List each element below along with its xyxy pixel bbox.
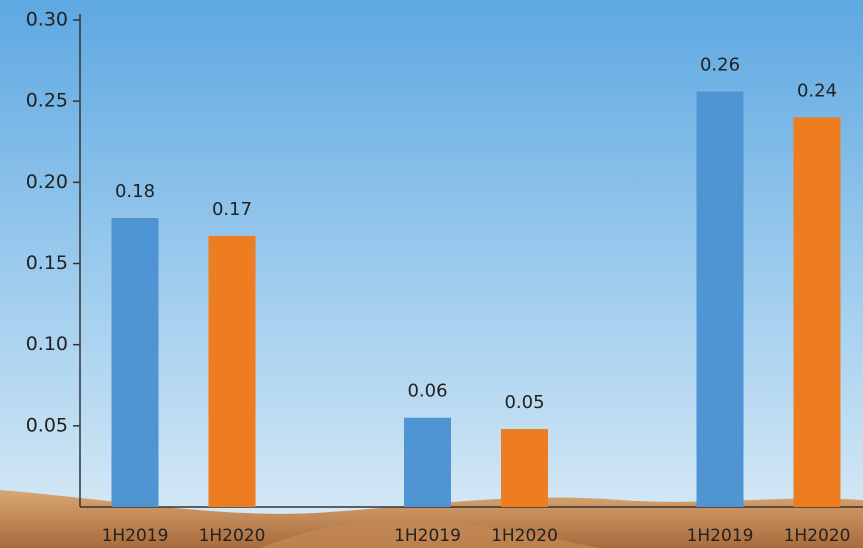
y-tick-label: 0.15 (26, 252, 68, 274)
bar (501, 429, 548, 507)
x-tick-label: 1H2019 (687, 526, 754, 546)
value-label: 0.24 (797, 80, 837, 101)
bar (208, 235, 256, 508)
bar (793, 117, 841, 508)
value-label: 0.17 (212, 199, 252, 220)
value-label: 0.05 (504, 392, 544, 413)
y-tick-label: 0.25 (26, 90, 68, 112)
y-tick-label: 0.20 (26, 171, 68, 193)
x-tick-label: 1H2019 (394, 526, 461, 546)
y-tick-label: 0.30 (26, 9, 68, 31)
bar (404, 417, 451, 507)
x-tick-label: 1H2020 (491, 526, 558, 546)
y-tick-label: 0.10 (26, 333, 68, 355)
value-label: 0.26 (700, 54, 740, 75)
dune (260, 520, 600, 548)
bar (111, 218, 159, 507)
bar (696, 91, 744, 507)
value-label: 0.18 (115, 181, 155, 202)
value-label: 0.06 (407, 381, 447, 402)
x-tick-label: 1H2020 (199, 526, 266, 546)
x-tick-label: 1H2020 (784, 526, 851, 546)
dunes (0, 490, 863, 548)
x-tick-label: 1H2019 (102, 526, 169, 546)
y-tick-label: 0.05 (26, 414, 68, 436)
